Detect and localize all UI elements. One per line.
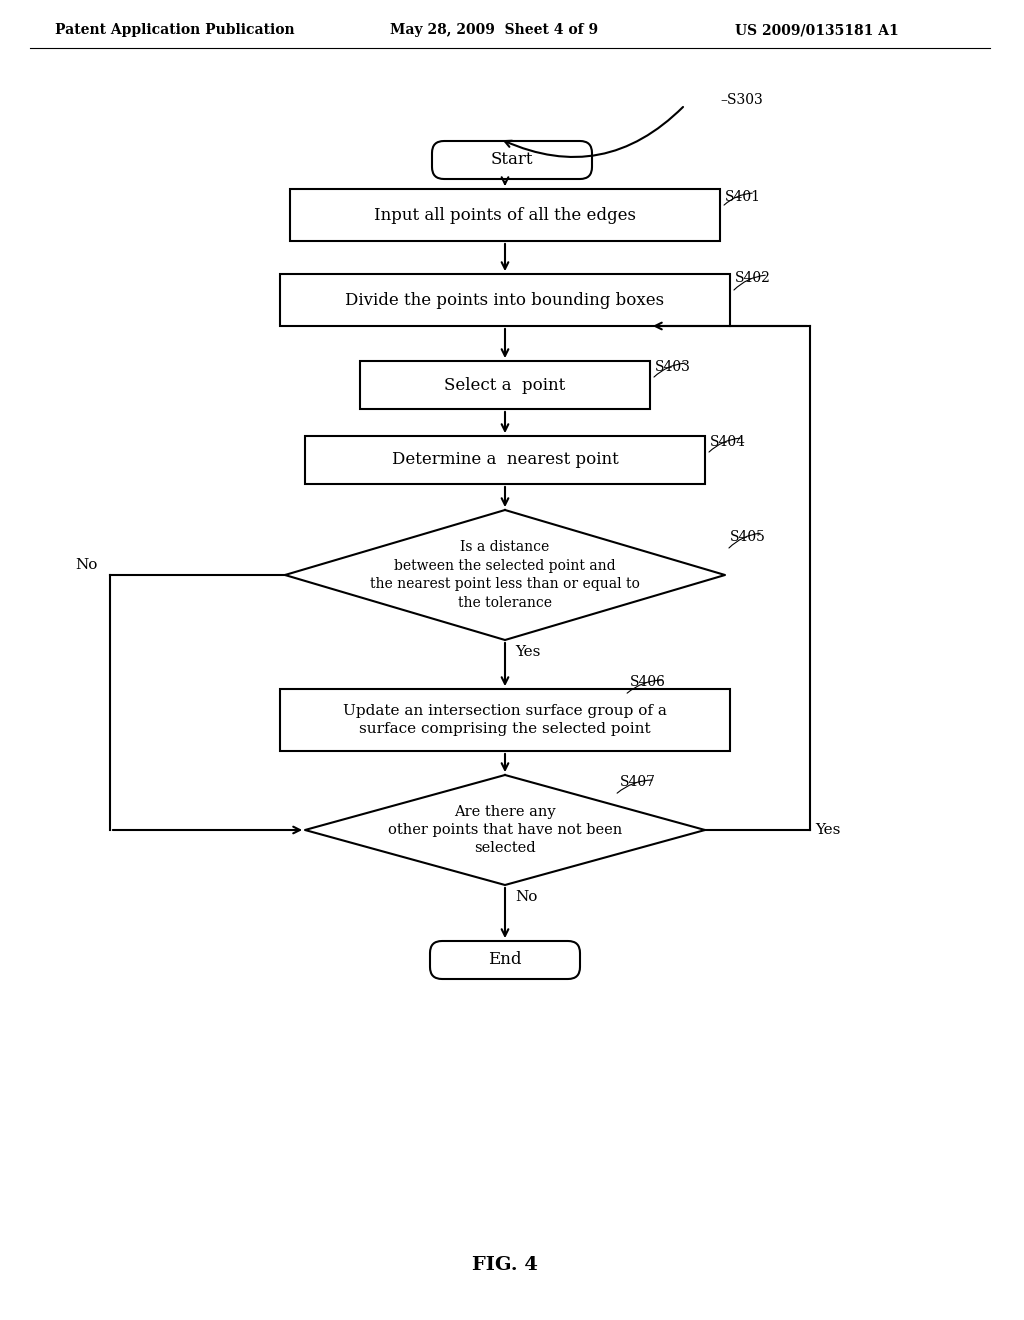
FancyBboxPatch shape	[280, 689, 730, 751]
Text: No: No	[75, 558, 97, 572]
Text: Start: Start	[490, 152, 534, 169]
FancyBboxPatch shape	[432, 141, 592, 180]
Text: Yes: Yes	[815, 822, 841, 837]
FancyBboxPatch shape	[280, 275, 730, 326]
Text: No: No	[515, 890, 538, 904]
Text: S404: S404	[710, 436, 746, 449]
Text: Are there any
other points that have not been
selected: Are there any other points that have not…	[388, 805, 623, 855]
Text: Yes: Yes	[515, 645, 541, 659]
Text: Input all points of all the edges: Input all points of all the edges	[374, 206, 636, 223]
Text: US 2009/0135181 A1: US 2009/0135181 A1	[735, 22, 899, 37]
Text: S402: S402	[735, 271, 771, 285]
Text: S407: S407	[620, 775, 656, 789]
Text: S401: S401	[725, 190, 761, 205]
Text: Select a  point: Select a point	[444, 376, 565, 393]
Text: End: End	[488, 952, 522, 969]
Text: S403: S403	[655, 360, 691, 374]
Text: Divide the points into bounding boxes: Divide the points into bounding boxes	[345, 292, 665, 309]
Text: S406: S406	[630, 675, 666, 689]
Text: –S303: –S303	[720, 92, 763, 107]
Text: Patent Application Publication: Patent Application Publication	[55, 22, 295, 37]
Text: Is a distance
between the selected point and
the nearest point less than or equa: Is a distance between the selected point…	[370, 540, 640, 610]
Text: FIG. 4: FIG. 4	[472, 1257, 538, 1274]
FancyBboxPatch shape	[360, 360, 650, 409]
Text: Update an intersection surface group of a
surface comprising the selected point: Update an intersection surface group of …	[343, 705, 667, 735]
Text: S405: S405	[730, 531, 766, 544]
Text: Determine a  nearest point: Determine a nearest point	[391, 451, 618, 469]
FancyBboxPatch shape	[290, 189, 720, 242]
Text: May 28, 2009  Sheet 4 of 9: May 28, 2009 Sheet 4 of 9	[390, 22, 598, 37]
FancyBboxPatch shape	[430, 941, 580, 979]
FancyBboxPatch shape	[305, 436, 705, 484]
